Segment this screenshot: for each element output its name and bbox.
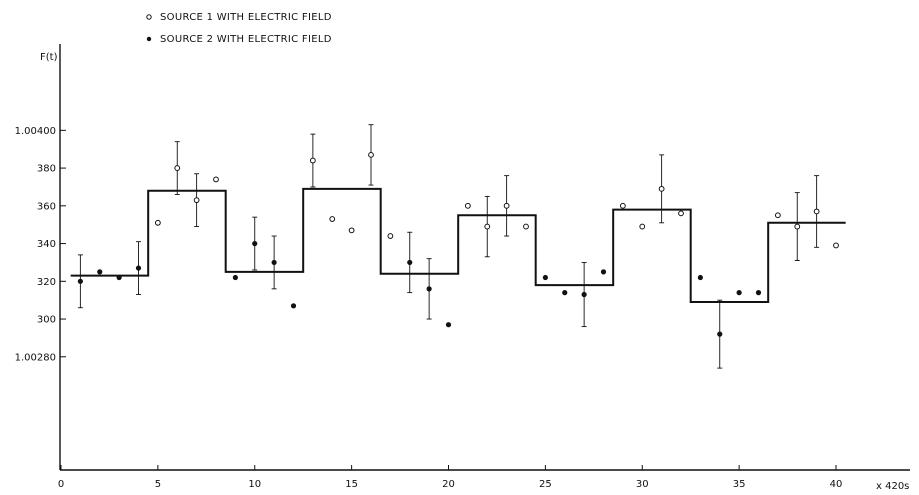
data-point-source-1 [329, 216, 336, 222]
y-tick-label: 320 [37, 277, 56, 288]
data-point-source-1 [833, 242, 839, 249]
data-point-source-2 [542, 274, 548, 281]
data-point-source-1 [464, 202, 471, 209]
data-point-source-1 [368, 151, 374, 158]
data-points [77, 151, 839, 337]
data-point-source-2 [252, 240, 258, 247]
y-tick-label: 1.00280 [15, 352, 56, 363]
y-tick-label: 380 [37, 164, 56, 175]
data-point-source-1 [154, 219, 161, 226]
x-tick-label: 40 [830, 479, 843, 490]
y-axis-label: F(t) [40, 52, 58, 63]
y-tick-label: 300 [37, 315, 56, 326]
data-point-source-2 [426, 286, 432, 292]
data-point-source-1 [193, 197, 200, 204]
data-point-source-2 [97, 269, 103, 275]
legend-label-source-2: SOURCE 2 WITH ELECTRIC FIELD [160, 34, 332, 45]
data-point-source-1 [794, 223, 801, 230]
data-point-source-2 [581, 291, 587, 298]
data-point-source-1 [503, 202, 510, 209]
step-line [70, 187, 846, 304]
data-point-source-2 [116, 274, 122, 281]
data-point-source-1 [309, 157, 316, 164]
y-tick-label: 1.00400 [15, 126, 56, 137]
x-axis-label: x 420s [876, 481, 909, 492]
x-tick-label: 10 [248, 479, 261, 490]
error-bars [77, 124, 820, 369]
data-point-source-2 [445, 322, 452, 328]
data-point-source-1 [348, 227, 355, 234]
step-line-path [70, 187, 846, 304]
data-point-source-2 [271, 259, 277, 266]
x-tick-label: 30 [636, 479, 649, 490]
x-tick-label: 15 [345, 479, 358, 490]
data-point-source-1 [619, 202, 626, 209]
data-point-source-1 [523, 223, 529, 230]
data-point-source-1 [484, 223, 491, 230]
data-point-source-2 [562, 290, 568, 296]
x-tick-label: 20 [442, 479, 455, 490]
x-tick-label: 35 [733, 479, 746, 490]
data-point-source-2 [232, 274, 238, 281]
data-point-source-1 [658, 185, 665, 192]
data-point-source-2 [717, 331, 723, 337]
legend-label-source-1: SOURCE 1 WITH ELECTRIC FIELD [160, 12, 332, 23]
data-point-source-2 [77, 278, 83, 284]
legend: SOURCE 1 WITH ELECTRIC FIELD SOURCE 2 WI… [146, 12, 332, 45]
legend-marker-filled [146, 36, 152, 42]
data-point-source-2 [600, 269, 607, 275]
data-point-source-2 [697, 274, 703, 281]
x-tick-label: 5 [155, 479, 161, 490]
x-tick-label: 0 [58, 479, 64, 490]
data-point-source-2 [736, 290, 742, 296]
data-point-source-2 [755, 290, 762, 296]
data-point-source-1 [387, 233, 394, 239]
data-point-source-1 [174, 165, 181, 171]
y-tick-label: 340 [37, 239, 56, 250]
legend-marker-open [146, 14, 152, 20]
x-tick-label: 25 [539, 479, 552, 490]
data-point-source-1 [639, 223, 646, 230]
ticks: 0 5 10 15 20 25 30 35 40 1.00280 300 320 340 360 380 1.… [15, 126, 843, 490]
data-point-source-2 [135, 265, 142, 271]
y-tick-label: 360 [37, 201, 56, 212]
data-point-source-2 [407, 259, 413, 266]
data-point-source-1 [813, 208, 820, 215]
data-point-source-1 [774, 212, 781, 219]
data-point-source-1 [213, 176, 219, 183]
data-point-source-1 [678, 210, 684, 217]
data-point-source-2 [290, 303, 297, 309]
